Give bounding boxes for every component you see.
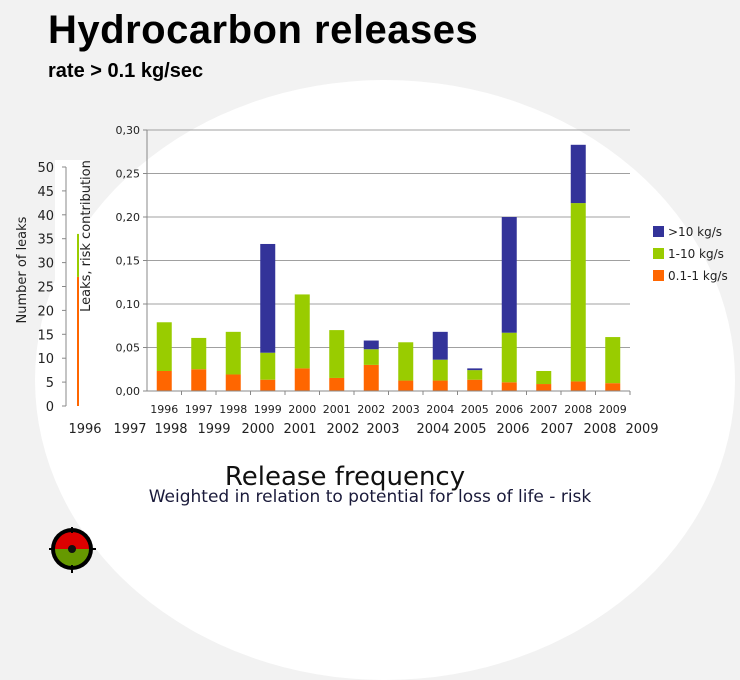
chart: 0 5 10 15 20 25 30 35 40 45 50 Number of leaks Leaks… xyxy=(15,124,728,573)
y-tick-label: 0,20 xyxy=(116,211,141,224)
bar-0-1-1-kg-s-2008 xyxy=(570,381,586,391)
y-tick-label: 0,30 xyxy=(116,124,141,137)
x-tick-label: 2006 xyxy=(495,403,523,416)
bar-1-10-kg-s-1999 xyxy=(260,352,276,380)
left-axis-tick-label: 40 xyxy=(37,209,54,224)
x-tick-label: 2000 xyxy=(288,403,316,416)
left-axis-tick-label: 25 xyxy=(37,281,54,296)
secondary-year-label: 2008 xyxy=(583,422,616,437)
slide-title: Hydrocarbon releases xyxy=(48,8,479,52)
bar--10-kg-s-2002 xyxy=(363,340,379,350)
bar-0-1-1-kg-s-1997 xyxy=(191,369,207,391)
bar-1-10-kg-s-2008 xyxy=(570,203,586,382)
bar-1-10-kg-s-2004 xyxy=(432,359,448,381)
secondary-year-label: 1997 xyxy=(113,422,146,437)
bar-1-10-kg-s-2003 xyxy=(398,342,414,381)
x-tick-label: 1999 xyxy=(254,403,282,416)
left-axis-panel xyxy=(55,160,85,410)
bar-0-1-1-kg-s-2004 xyxy=(432,380,448,391)
x-tick-label: 1997 xyxy=(185,403,213,416)
y-tick-label: 0,15 xyxy=(116,255,141,268)
bar--10-kg-s-2006 xyxy=(501,217,517,333)
left-axis-tick-label: 0 xyxy=(46,400,54,415)
target-logo-icon xyxy=(49,527,96,573)
x-tick-label: 2003 xyxy=(392,403,420,416)
secondary-year-label: 1996 xyxy=(68,422,101,437)
bar-1-10-kg-s-2006 xyxy=(501,332,517,383)
x-tick-label: 2007 xyxy=(530,403,558,416)
secondary-year-label: 2005 xyxy=(453,422,486,437)
secondary-year-label: 2009 xyxy=(625,422,658,437)
y-tick-label: 0,10 xyxy=(116,298,141,311)
left-axis-tick-label: 10 xyxy=(37,352,54,367)
bar--10-kg-s-2005 xyxy=(467,368,483,371)
x-tick-label: 2004 xyxy=(426,403,454,416)
x-tick-label: 1998 xyxy=(219,403,247,416)
x-tick-label: 2008 xyxy=(564,403,592,416)
legend-swatch xyxy=(653,270,664,281)
y-tick-label: 0,05 xyxy=(116,342,141,355)
x-tick-label: 2002 xyxy=(357,403,385,416)
bar--10-kg-s-2008 xyxy=(570,144,586,204)
secondary-year-label: 2004 xyxy=(416,422,449,437)
bar-0-1-1-kg-s-1999 xyxy=(260,379,276,391)
bar-1-10-kg-s-1998 xyxy=(225,331,241,375)
bar-0-1-1-kg-s-1998 xyxy=(225,374,241,391)
caption-title: Release frequency xyxy=(224,462,466,492)
x-tick-label: 2009 xyxy=(599,403,627,416)
bar-1-10-kg-s-2005 xyxy=(467,370,483,380)
left-axis-tick-label: 15 xyxy=(37,328,54,343)
x-tick-label: 1996 xyxy=(150,403,178,416)
bar-1-10-kg-s-2000 xyxy=(294,294,310,369)
secondary-year-label: 1998 xyxy=(154,422,187,437)
bar-0-1-1-kg-s-2009 xyxy=(605,383,621,391)
bar-0-1-1-kg-s-2006 xyxy=(501,382,517,391)
bar--10-kg-s-2004 xyxy=(432,331,448,360)
x-tick-label: 2005 xyxy=(461,403,489,416)
left-axis-series-label: Leaks, risk contribution xyxy=(79,160,94,312)
bar-0-1-1-kg-s-2001 xyxy=(329,377,345,391)
legend-swatch xyxy=(653,248,664,259)
legend-label: 0.1-1 kg/s xyxy=(668,269,728,283)
secondary-year-label: 2006 xyxy=(496,422,529,437)
secondary-year-label: 2002 xyxy=(326,422,359,437)
slide-subtitle: rate > 0.1 kg/sec xyxy=(48,60,204,82)
left-axis-ylabel: Number of leaks xyxy=(15,216,30,323)
left-axis-tick-label: 5 xyxy=(46,376,54,391)
secondary-year-label: 2007 xyxy=(540,422,573,437)
left-axis-tick-label: 45 xyxy=(37,185,54,200)
bar-1-10-kg-s-2002 xyxy=(363,349,379,365)
bar-1-10-kg-s-2009 xyxy=(605,337,621,384)
bar-0-1-1-kg-s-1996 xyxy=(156,370,172,391)
bar-1-10-kg-s-1997 xyxy=(191,337,207,370)
y-tick-label: 0,25 xyxy=(116,168,141,181)
bar-1-10-kg-s-1996 xyxy=(156,322,172,371)
legend-label: 1-10 kg/s xyxy=(668,247,724,261)
bar-0-1-1-kg-s-2002 xyxy=(363,364,379,391)
left-axis-tick-label: 35 xyxy=(37,233,54,248)
bar-0-1-1-kg-s-2000 xyxy=(294,368,310,391)
bar--10-kg-s-1999 xyxy=(260,243,276,353)
caption-subtitle: Weighted in relation to potential for lo… xyxy=(148,487,592,507)
left-axis-tick-label: 20 xyxy=(37,304,54,319)
y-tick-label: 0,00 xyxy=(116,385,141,398)
legend-label: >10 kg/s xyxy=(668,225,722,239)
bar-0-1-1-kg-s-2005 xyxy=(467,379,483,391)
bar-0-1-1-kg-s-2007 xyxy=(536,384,552,391)
secondary-year-label: 2001 xyxy=(283,422,316,437)
left-axis-tick-label: 30 xyxy=(37,257,54,272)
x-tick-label: 2001 xyxy=(323,403,351,416)
left-axis-tick-label: 50 xyxy=(37,161,54,176)
legend-swatch xyxy=(653,226,664,237)
secondary-year-label: 2000 xyxy=(241,422,274,437)
bar-0-1-1-kg-s-2003 xyxy=(398,380,414,391)
bar-1-10-kg-s-2007 xyxy=(536,370,552,385)
bar-1-10-kg-s-2001 xyxy=(329,330,345,378)
secondary-year-label: 2003 xyxy=(366,422,399,437)
secondary-year-label: 1999 xyxy=(197,422,230,437)
